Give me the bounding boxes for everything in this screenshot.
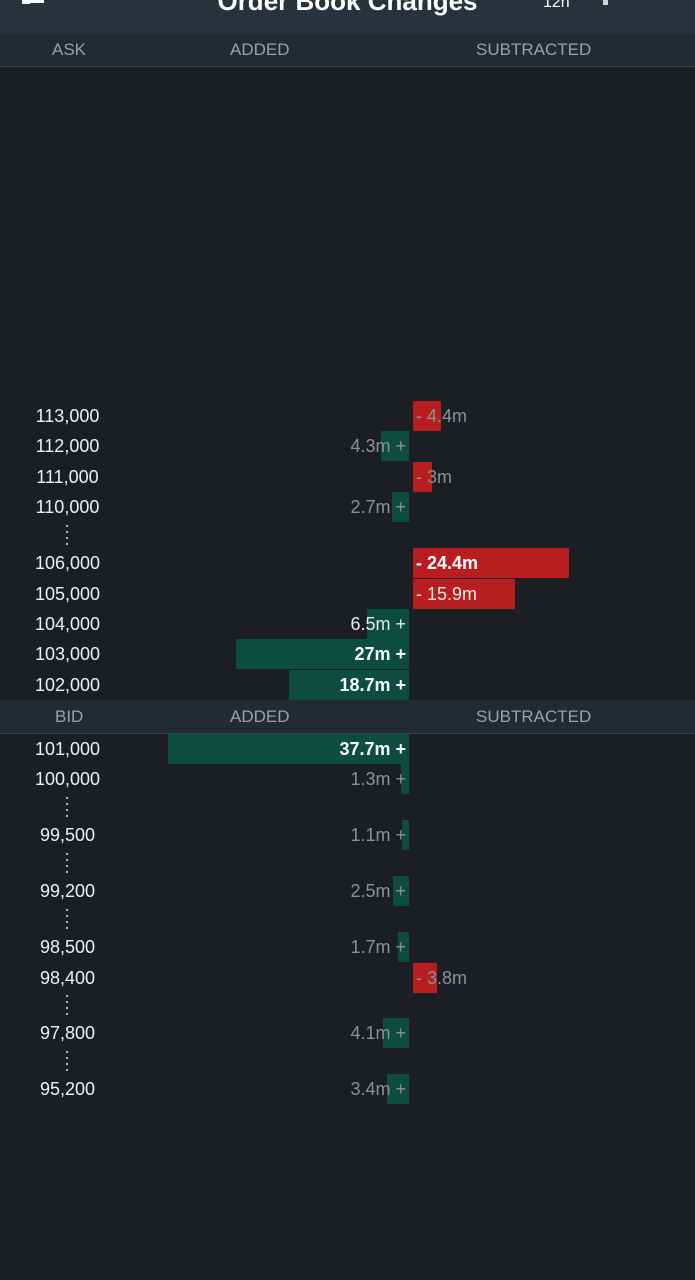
added-bar — [382, 1018, 409, 1049]
menu-icon[interactable] — [22, 0, 44, 8]
added-bar — [289, 669, 409, 700]
price-level: 104,000 — [34, 613, 101, 634]
order-row: 105,000 - 15.9m — [0, 578, 695, 609]
price-level: 113,000 — [35, 406, 100, 426]
order-row: 102,000 18.7m + — [0, 669, 695, 700]
price-level: 98,500 — [39, 937, 96, 958]
added-bar — [398, 932, 409, 963]
gap-ellipsis-icon — [66, 796, 68, 817]
added-bar — [367, 608, 409, 639]
order-row: 100,000 1.3m + — [0, 764, 695, 795]
subtracted-bar — [413, 578, 515, 609]
order-row: 110,000 2.7m + — [0, 492, 695, 523]
ask-column-header: ASK ADDED SUBTRACTED — [0, 33, 695, 67]
added-amount: 3.4m + — [350, 1079, 406, 1100]
added-amount: 4.1m + — [350, 1023, 406, 1044]
ask-label: ASK — [52, 40, 87, 59]
added-amount: 1.3m + — [350, 769, 406, 790]
price-level: 100,000 — [34, 769, 101, 790]
added-bar — [387, 1074, 409, 1105]
order-row: 112,000 4.3m + — [0, 431, 695, 462]
price-level: 112,000 — [35, 436, 100, 457]
order-row: 99,500 1.1m + — [0, 820, 695, 851]
price-level: 102,000 — [34, 674, 101, 695]
added-bar — [391, 492, 409, 523]
order-row: 113,000 - 4.4m — [0, 401, 695, 431]
added-amount: 37.7m + — [339, 739, 406, 759]
added-label: ADDED — [230, 40, 290, 59]
price-level: 99,500 — [39, 825, 96, 846]
price-level: 99,200 — [39, 881, 96, 902]
added-label: ADDED — [230, 707, 290, 726]
price-level: 111,000 — [36, 466, 99, 487]
gap-ellipsis-icon — [66, 994, 68, 1015]
added-amount: 2.7m + — [350, 497, 406, 518]
price-level: 101,000 — [34, 739, 101, 759]
app-header: Order Book Changes 12h — [0, 0, 695, 34]
order-row: 99,200 2.5m + — [0, 876, 695, 907]
added-amount: 2.5m + — [350, 881, 406, 902]
price-level: 110,000 — [35, 497, 100, 518]
gap-ellipsis-icon — [66, 908, 68, 929]
price-level: 106,000 — [34, 553, 101, 574]
added-bar — [236, 639, 409, 670]
order-row: 106,000 - 24.4m — [0, 548, 695, 579]
subtracted-bar — [413, 962, 438, 993]
order-row: 101,000 37.7m + — [0, 734, 695, 764]
order-row: 104,000 6.5m + — [0, 608, 695, 639]
price-level: 103,000 — [34, 644, 101, 665]
added-bar — [400, 764, 409, 795]
subtracted-amount: - 15.9m — [416, 583, 478, 604]
added-bar — [393, 876, 409, 907]
subtracted-label: SUBTRACTED — [476, 707, 592, 726]
price-level: 95,200 — [39, 1079, 96, 1100]
order-row: 98,400 - 3.8m — [0, 962, 695, 993]
order-row: 111,000 - 3m — [0, 461, 695, 492]
price-level: 97,800 — [39, 1023, 96, 1044]
added-amount: 1.1m + — [350, 825, 406, 846]
subtracted-bar — [413, 548, 570, 579]
added-amount: 1.7m + — [350, 937, 406, 958]
subtracted-amount: - 4.4m — [416, 406, 468, 426]
price-level: 105,000 — [34, 583, 101, 604]
subtracted-label: SUBTRACTED — [476, 40, 592, 59]
bid-label: BID — [55, 707, 84, 726]
bid-column-header: BID ADDED SUBTRACTED — [0, 700, 695, 734]
gap-ellipsis-icon — [66, 1050, 68, 1071]
subtracted-amount: - 3m — [416, 466, 452, 487]
price-level: 98,400 — [39, 967, 96, 988]
added-amount: 4.3m + — [350, 436, 406, 457]
subtracted-amount: - 24.4m — [416, 553, 479, 574]
timeframe-selector[interactable]: 12h — [543, 0, 570, 11]
added-amount: 18.7m + — [339, 674, 406, 695]
added-bar — [401, 820, 409, 851]
added-amount: 6.5m + — [350, 613, 406, 634]
gap-ellipsis-icon — [66, 524, 68, 545]
order-row: 98,500 1.7m + — [0, 932, 695, 963]
gap-ellipsis-icon — [66, 852, 68, 873]
order-row: 95,200 3.4m + — [0, 1074, 695, 1105]
subtracted-bar — [413, 461, 433, 492]
added-bar — [167, 734, 409, 764]
added-amount: 27m + — [354, 644, 406, 665]
page-title: Order Book Changes — [217, 0, 478, 16]
subtracted-amount: - 3.8m — [416, 967, 468, 988]
more-options-icon[interactable] — [603, 0, 608, 5]
order-row: 103,000 27m + — [0, 639, 695, 670]
order-row: 97,800 4.1m + — [0, 1018, 695, 1049]
subtracted-bar — [413, 401, 442, 431]
added-bar — [381, 431, 409, 462]
